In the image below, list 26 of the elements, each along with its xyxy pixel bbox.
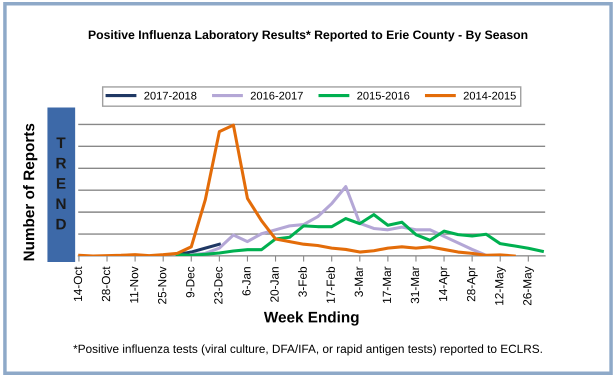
x-tick-label: 28-Apr <box>466 266 478 302</box>
chart-title: Positive Influenza Laboratory Results* Reported to Erie County - By Season <box>88 30 528 42</box>
x-tick-label: 11-Nov <box>130 266 138 303</box>
x-tick-label: 26-May <box>523 266 534 306</box>
x-tick-label: 25-Nov <box>158 266 166 304</box>
text: TREND <box>56 138 66 230</box>
x-axis-title: Week Ending <box>264 311 358 326</box>
x-tick-label: 20-Jan <box>270 267 279 302</box>
x-tick-label: 14-Apr <box>438 266 450 301</box>
x-tick-label: 17-Mar <box>382 266 392 303</box>
x-tick-label: 3-Feb <box>298 266 307 297</box>
x-tick-label: 17-Feb <box>326 266 335 303</box>
x-tick-label: 6-Jan <box>242 267 251 296</box>
x-tick-label: 9-Dec <box>186 266 194 298</box>
text: *Positive influenza tests (viral culture, DFA/IFA, or rapid antigen tests) reported to ECLRS. <box>73 344 542 356</box>
legend-label: 2016-2017 <box>250 92 303 100</box>
x-tick-label: 3-Mar <box>354 266 363 297</box>
legend-label: 2014-2015 <box>464 92 516 100</box>
x-tick-label: 23-Dec <box>214 266 223 304</box>
y-axis-title: Number of Reports <box>23 124 38 260</box>
legend-label: 2015-2016 <box>357 92 410 100</box>
legend-label: 2017-2018 <box>144 92 196 100</box>
x-tick-label: 14-Oct <box>74 266 82 301</box>
x-tick-label: 28-Oct <box>102 266 110 302</box>
x-tick-label: 31-Mar <box>410 266 420 304</box>
x-tick-label: 12-May <box>495 266 506 305</box>
